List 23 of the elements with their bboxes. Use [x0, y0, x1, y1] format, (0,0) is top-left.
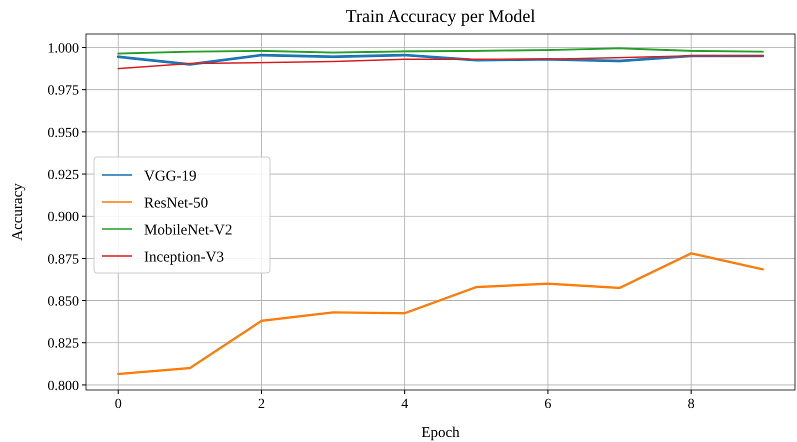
line-series — [117, 252, 764, 376]
legend-label: VGG-19 — [144, 168, 196, 184]
x-tick-label: 8 — [688, 397, 695, 412]
legend-label: MobileNet-V2 — [144, 222, 232, 238]
y-tick-label: 0.825 — [48, 336, 79, 352]
x-axis-title: Epoch — [421, 425, 460, 441]
x-tick-label: 6 — [544, 397, 552, 412]
y-tick-label: 0.975 — [48, 84, 79, 99]
y-tick-label: 0.950 — [48, 126, 79, 141]
line-series — [117, 55, 764, 70]
y-tick-label: 0.850 — [48, 294, 79, 310]
y-tick-label: 1.000 — [48, 41, 79, 56]
x-tick-label: 4 — [401, 397, 408, 412]
chart-title: Train Accuracy per Model — [346, 6, 536, 26]
y-tick-label: 0.925 — [48, 168, 79, 183]
x-tick-label: 2 — [258, 397, 265, 412]
y-tick-label: 0.800 — [48, 378, 79, 394]
legend-label: ResNet-50 — [144, 195, 208, 212]
y-tick-label: 0.900 — [48, 210, 79, 226]
x-tick-label: 0 — [114, 397, 122, 412]
y-axis-title: Accuracy — [10, 182, 26, 241]
y-tick-label: 0.875 — [48, 252, 79, 268]
legend-label: Inception-V3 — [144, 249, 224, 266]
